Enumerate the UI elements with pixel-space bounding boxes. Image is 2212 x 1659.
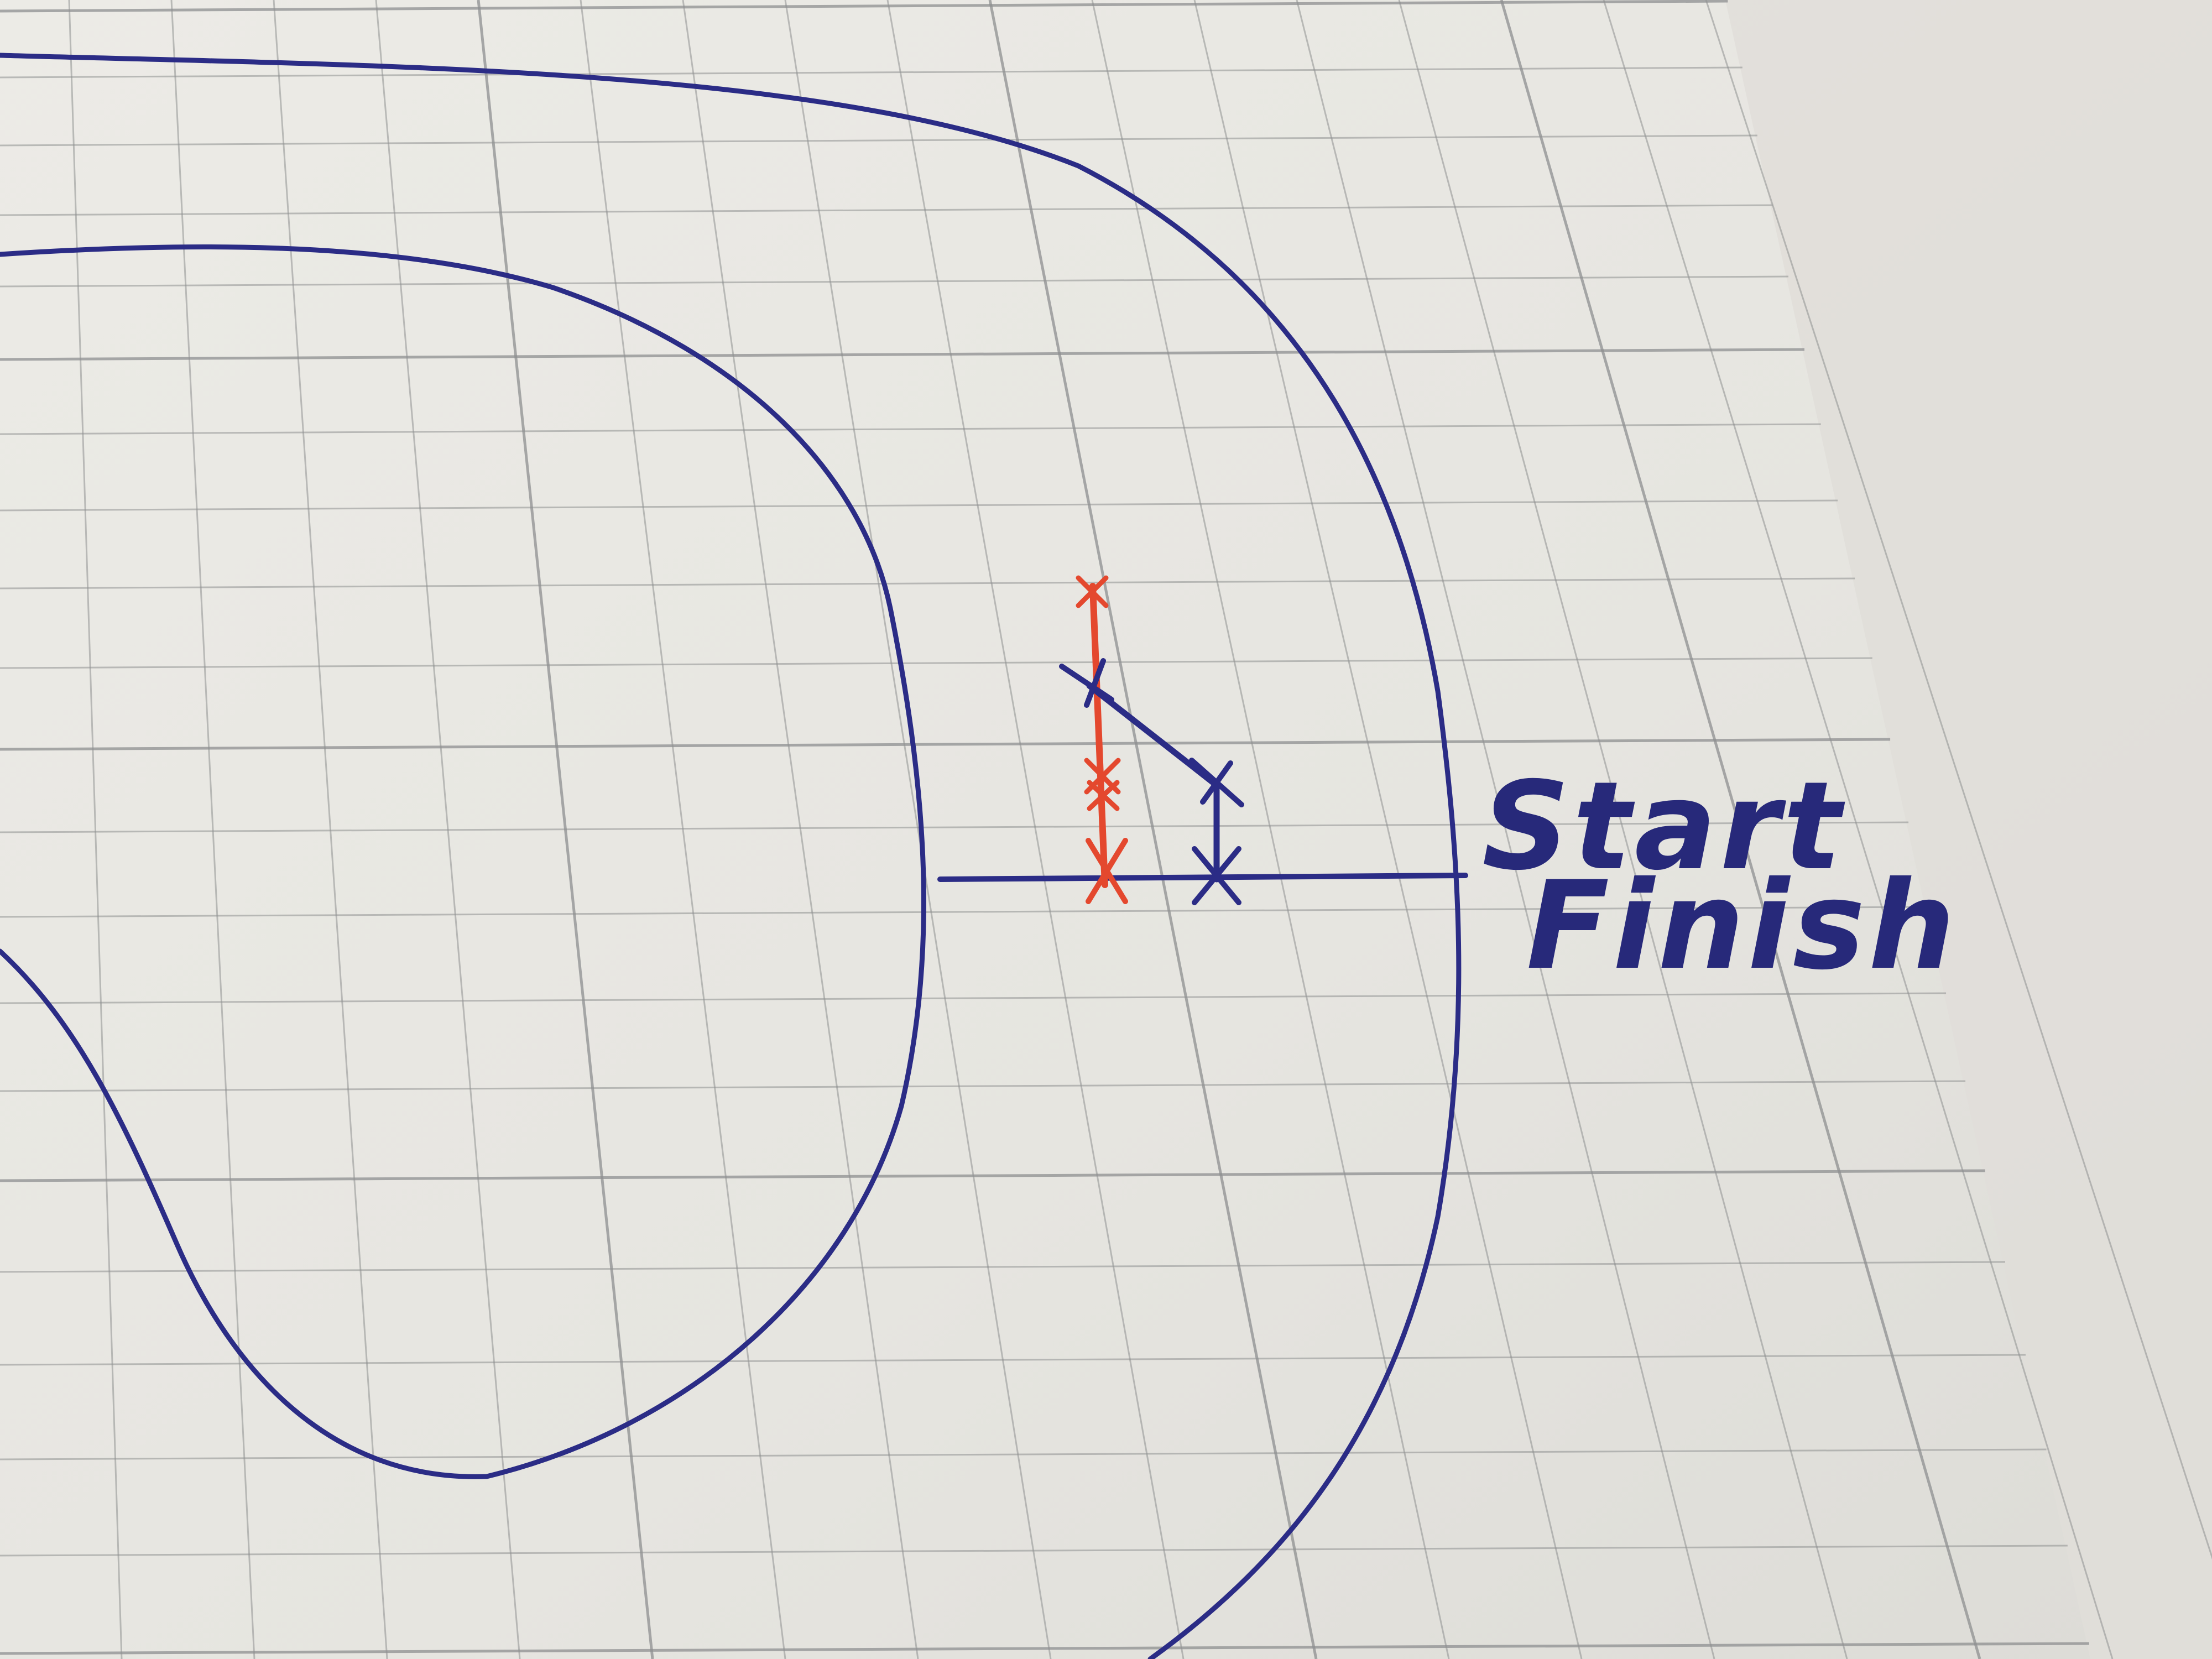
red-car-path (1076, 575, 1128, 904)
blue-cross-marker (1189, 758, 1244, 807)
red-cross-marker (1087, 780, 1120, 811)
red-cross-marker (1086, 838, 1128, 904)
red-cross-marker (1076, 575, 1109, 608)
blue-car-path (1059, 658, 1244, 905)
blue-cross-marker (1192, 846, 1241, 905)
start-finish-line (937, 873, 1468, 882)
grid-line (0, 906, 1927, 918)
grid-line (273, 0, 388, 1659)
grid-line (1091, 0, 1450, 1659)
inner-track-line (0, 244, 926, 1479)
blue-cross-marker (1059, 658, 1114, 708)
grid-line (784, 0, 1052, 1659)
grid-line (988, 0, 1318, 1659)
grid-line (0, 1448, 2047, 1460)
outer-track-line (0, 53, 1462, 1659)
grid-line (682, 0, 919, 1659)
grid-line (886, 0, 1185, 1659)
grid-line (68, 0, 123, 1659)
grid-line (0, 134, 1757, 147)
grid-line (0, 204, 1773, 216)
grid-line (0, 0, 1728, 13)
grid-line (0, 992, 1947, 1004)
grid-line (1398, 0, 1848, 1659)
grid-line (0, 1642, 2089, 1655)
second-sheet-edge (1725, 0, 2212, 1659)
grid-line (0, 66, 1743, 79)
grid-line (0, 1080, 1966, 1092)
grid-line (0, 1261, 2006, 1273)
grid-line (0, 275, 1788, 288)
grid-line (0, 821, 1909, 833)
start-label: Start (1482, 755, 1845, 897)
finish-label: Finish (1526, 855, 1958, 997)
grid-line (0, 738, 1891, 751)
grid-line (0, 499, 1838, 512)
grid-line (0, 348, 1805, 361)
grid-line (0, 577, 1855, 589)
grid-line (0, 657, 1872, 669)
grid-line (1193, 0, 1583, 1659)
grid-line (1705, 0, 2212, 1560)
grid-line (0, 1169, 1985, 1182)
grid-line (1500, 0, 1981, 1659)
grid-line (1296, 0, 1715, 1659)
grid-line (0, 1354, 2026, 1366)
grid-line (170, 0, 255, 1659)
grid-line (0, 423, 1821, 435)
grid-line (0, 1545, 2068, 1557)
